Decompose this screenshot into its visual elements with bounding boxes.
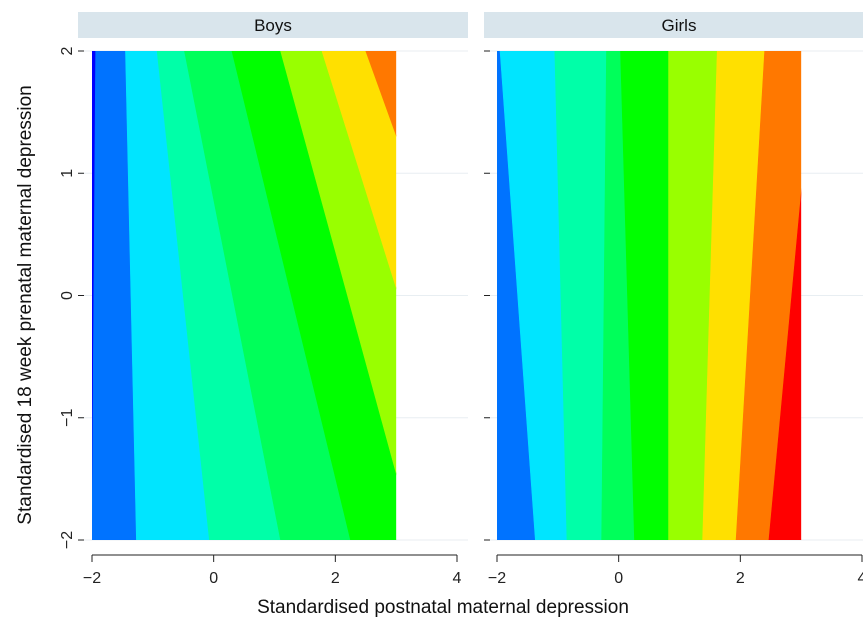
y-axis-label: Standardised 18 week prenatal maternal d… (15, 85, 36, 524)
panel-girls: Girls −2 0 2 4 (484, 12, 863, 587)
y-tick-label: 1 (59, 169, 76, 178)
panel-boys: Boys −2 −1 0 1 2 −2 0 2 4 (59, 12, 468, 587)
x-tick-label: 4 (858, 570, 863, 587)
x-tick-label: 0 (614, 570, 623, 587)
x-tick-label: 2 (331, 570, 340, 587)
panel-girls-strip (484, 12, 863, 38)
y-tick-label: −1 (59, 409, 76, 427)
panel-boys-contour-band (125, 51, 210, 540)
panel-girls-contour-bands (497, 51, 802, 540)
panel-girls-contour-band (499, 51, 568, 540)
y-tick-label: 0 (59, 291, 76, 300)
panel-boys-contour-band (280, 51, 397, 475)
panel-girls-contour-band (735, 51, 802, 540)
panel-girls-contour-band (702, 51, 765, 540)
panel-boys-contour-band (184, 51, 351, 540)
panel-girls-contour-band (497, 51, 536, 540)
panel-girls-contour-band (620, 51, 669, 540)
x-tick-label: −2 (83, 570, 101, 587)
panel-boys-y-axis: −2 −1 0 1 2 (59, 46, 84, 549)
panel-boys-contour-band (321, 51, 397, 289)
x-tick-label: 0 (209, 570, 218, 587)
panel-boys-contour-band (365, 51, 397, 137)
x-tick-label: 2 (736, 570, 745, 587)
panel-girls-title: Girls (662, 16, 697, 35)
panel-girls-x-axis: −2 0 2 4 (488, 554, 863, 587)
x-tick-label: −2 (488, 570, 506, 587)
panel-girls-contour-band (768, 191, 802, 540)
panel-girls-contour-band (668, 51, 718, 540)
panel-girls-contour-band (601, 51, 635, 540)
panel-boys-strip (78, 12, 468, 38)
x-tick-label: 4 (453, 570, 462, 587)
y-tick-label: −2 (59, 531, 76, 549)
panel-boys-contour-band (156, 51, 281, 540)
panel-boys-contour-band (92, 51, 137, 540)
panel-boys-contour-band (231, 51, 397, 540)
panel-boys-x-axis: −2 0 2 4 (83, 554, 462, 587)
panel-girls-y-axis (484, 50, 490, 541)
y-tick-label: 2 (59, 46, 76, 55)
x-axis-label: Standardised postnatal maternal depressi… (257, 597, 629, 617)
panel-girls-contour-band (554, 51, 607, 540)
panel-boys-contour-bands (92, 51, 397, 540)
panel-boys-title: Boys (254, 16, 292, 35)
